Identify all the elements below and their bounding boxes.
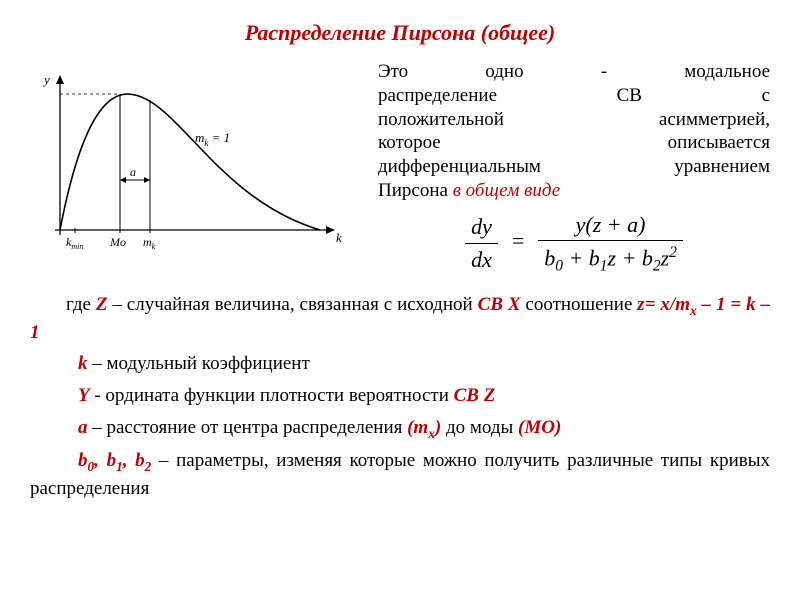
desc-line: положительной асимметрией, <box>378 108 770 132</box>
desc-line: которое описывается <box>378 131 770 155</box>
pearson-equation: dy dx = y(z + a) b0 + b1z + b2z2 <box>378 211 770 276</box>
mk-label: mk <box>143 235 156 251</box>
description-block: Это одно - модальное распределение СВ с … <box>378 60 770 276</box>
desc-line: Пирсона в общем виде <box>378 179 770 203</box>
desc-line: распределение СВ с <box>378 84 770 108</box>
x-axis-label: k <box>336 230 342 245</box>
pdf-chart: y k mk = 1 a kmin Mo mk <box>30 60 360 276</box>
page-title: Распределение Пирсона (общее) <box>30 20 770 46</box>
mo-label: Mo <box>109 235 126 249</box>
where-y: Y - ордината функции плотности вероятнос… <box>30 383 770 409</box>
y-axis-label: y <box>42 72 50 87</box>
where-z: где Z – случайная величина, связанная с … <box>30 292 770 345</box>
pdf-curve <box>60 94 320 230</box>
kmin-label: kmin <box>66 235 83 251</box>
where-a: a – расстояние от центра распределения (… <box>30 415 770 443</box>
a-label: a <box>130 165 136 179</box>
where-k: k – модульный коэффициент <box>30 351 770 377</box>
desc-line: дифференциальным уравнением <box>378 155 770 179</box>
desc-line: Это одно - модальное <box>378 60 770 84</box>
mk-eq-label: mk = 1 <box>195 130 230 148</box>
top-row: y k mk = 1 a kmin Mo mk <box>30 60 770 276</box>
body-text: где Z – случайная величина, связанная с … <box>30 292 770 502</box>
where-b: b0, b1, b2 – параметры, изменяя которые … <box>30 448 770 501</box>
